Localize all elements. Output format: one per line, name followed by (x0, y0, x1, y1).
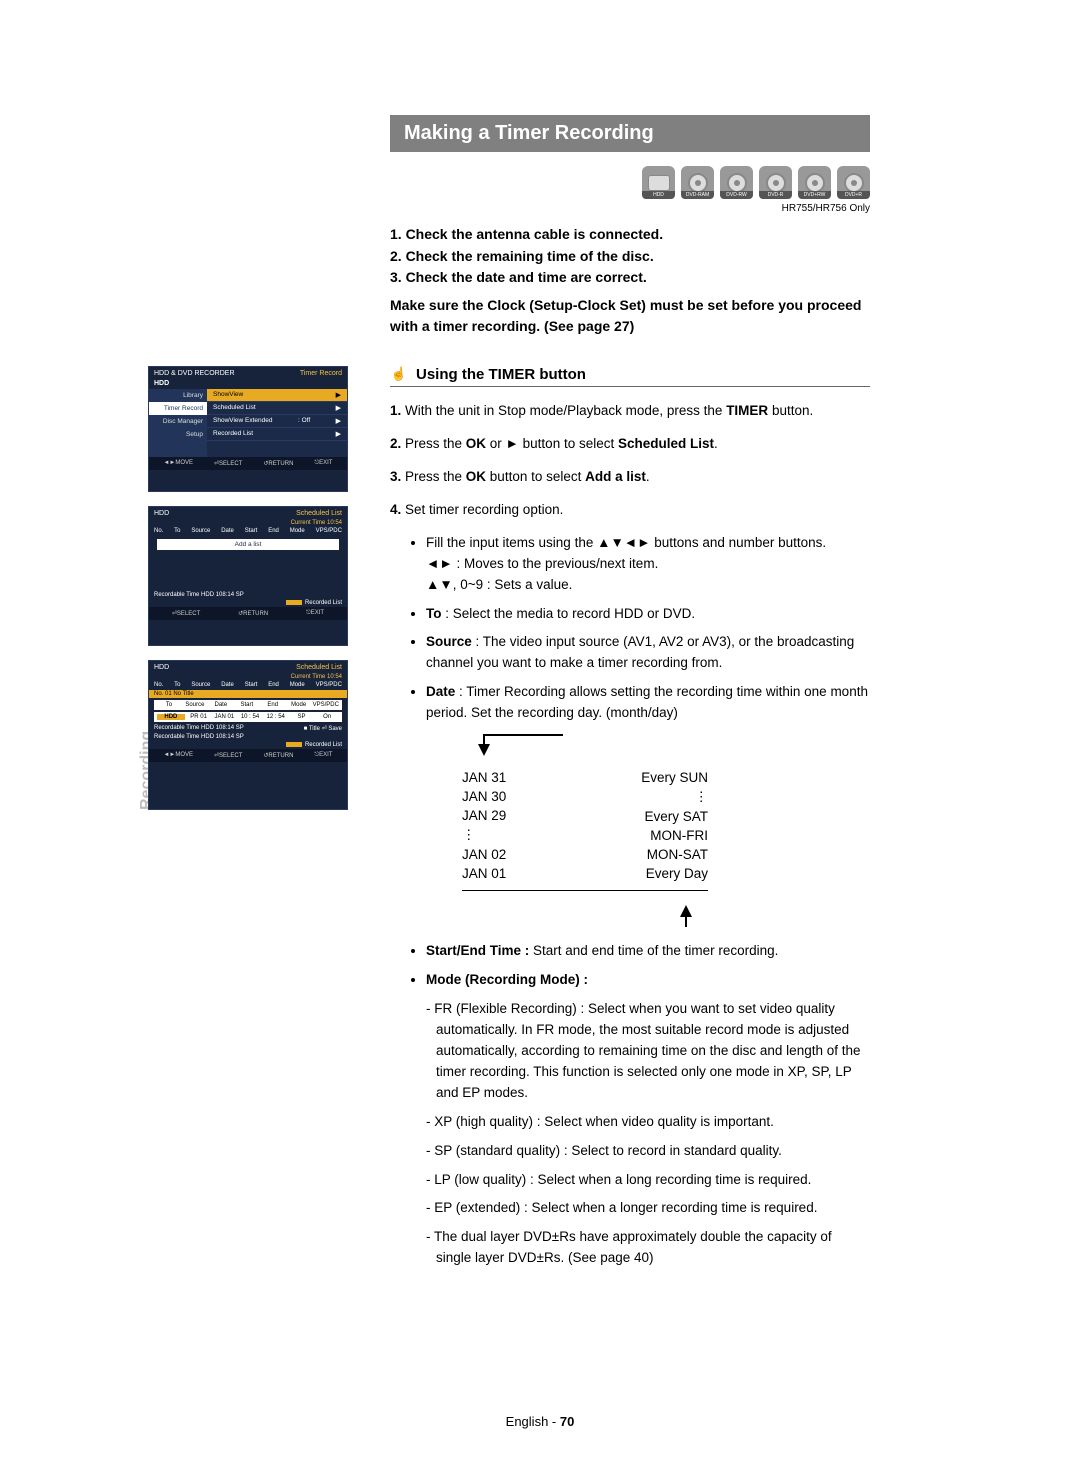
osd-item: Recorded List (213, 430, 253, 438)
dvd-plus-rw-icon: DVD+RW (798, 166, 831, 199)
osd-footer: ⏎SELECT↺RETURN⎋EXIT (149, 607, 347, 620)
check-item: 1. Check the antenna cable is connected. (390, 224, 870, 246)
osd-items: ShowView ▶ Scheduled List ▶ ShowView Exten… (207, 389, 347, 457)
osd-title-left: HDD & DVD RECORDER (154, 370, 235, 377)
osd-no-title: No. 01 No Title (149, 690, 347, 698)
mode-item: - XP (high quality) : Select when video … (426, 1112, 870, 1133)
osd-recorded-list: Recorded List (149, 741, 347, 749)
step-2: 2. Press the OK or ► button to select Sc… (390, 434, 870, 455)
bullet-mode: Mode (Recording Mode) : (426, 970, 870, 991)
check-item: 3. Check the date and time are correct. (390, 267, 870, 289)
osd-footer: ◄►MOVE⏎SELECT↺RETURN⎋EXIT (149, 749, 347, 762)
osd-item-value: : Off (298, 417, 310, 425)
bullet-fill: Fill the input items using the ▲▼◄► butt… (426, 533, 870, 596)
model-note: HR755/HR756 Only (390, 203, 870, 214)
bullet-start-end: Start/End Time : Start and end time of t… (426, 941, 870, 962)
mode-item: - FR (Flexible Recording) : Select when … (426, 999, 870, 1104)
subsection-title: Using the TIMER button (416, 366, 586, 383)
osd-nav: Library Timer Record Disc Manager Setup (149, 389, 207, 457)
date-right-column: Every SUN ⋮ Every SAT MON-FRI MON-SAT Ev… (641, 770, 708, 881)
media-icon-row: HDD DVD-RAM DVD-RW DVD-R DVD+RW DVD+R (390, 166, 870, 199)
osd-item: ShowView Extended (213, 417, 273, 425)
osd-title-right: Scheduled List (296, 510, 342, 517)
osd-title-right: Scheduled List (296, 664, 342, 671)
bullet-to: To : Select the media to record HDD or D… (426, 604, 870, 625)
dvd-plus-r-icon: DVD+R (837, 166, 870, 199)
osd-arrow-icon: ▶ (336, 391, 341, 399)
osd-edit-header: ToSourceDateStartEndModeVPS/PDC (154, 700, 342, 710)
bullet-source: Source : The video input source (AV1, AV… (426, 632, 870, 674)
date-left-column: JAN 31 JAN 30 JAN 29 ⋮ JAN 02 JAN 01 (462, 770, 506, 881)
osd-screenshot-scheduled-empty: HDDScheduled List Current Time 10:54 No.… (148, 506, 348, 646)
osd-screenshot-scheduled-edit: HDDScheduled List Current Time 10:54 No.… (148, 660, 348, 810)
date-selection-diagram: JAN 31 JAN 30 JAN 29 ⋮ JAN 02 JAN 01 Eve… (450, 744, 720, 917)
osd-recordable-time: Recordable Time HDD 108:14 SP (149, 733, 347, 741)
mode-item: - The dual layer DVD±Rs have approximate… (426, 1227, 870, 1269)
osd-add-list: Add a list (157, 539, 339, 550)
page-footer: English - 70 (0, 1414, 1080, 1429)
osd-nav-item: Setup (149, 428, 207, 441)
osd-recorded-list: Recorded List (149, 599, 347, 607)
osd-nav-item: Disc Manager (149, 415, 207, 428)
clock-warning: Make sure the Clock (Setup-Clock Set) mu… (390, 295, 870, 337)
osd-arrow-icon: ▶ (336, 417, 341, 425)
osd-nav-item: Library (149, 389, 207, 402)
step-4: 4. Set timer recording option. (390, 500, 870, 521)
osd-table-header: No.ToSourceDateStartEndModeVPS/PDC (149, 526, 347, 536)
mode-item: - SP (standard quality) : Select to reco… (426, 1141, 870, 1162)
osd-title-right: Timer Record (300, 370, 342, 377)
osd-edit-row: HDDPR 01JAN 0110 : 5412 : 54SPOn (154, 712, 342, 722)
osd-recordable-time: Recordable Time HDD 108:14 SP■ Title ⏎ S… (149, 724, 347, 733)
osd-arrow-icon: ▶ (336, 430, 341, 438)
dvd-ram-icon: DVD-RAM (681, 166, 714, 199)
osd-footer: ◄►MOVE⏎SELECT↺RETURN⎋EXIT (149, 457, 347, 470)
osd-nav-item: Timer Record (149, 402, 207, 415)
hdd-icon: HDD (642, 166, 675, 199)
osd-title-left: HDD (154, 510, 169, 517)
osd-screenshot-menu: HDD & DVD RECORDER Timer Record HDD Libra… (148, 366, 348, 492)
osd-item: Scheduled List (213, 404, 256, 412)
osd-item: ShowView (213, 391, 243, 399)
dvd-r-icon: DVD-R (759, 166, 792, 199)
mode-item: - EP (extended) : Select when a longer r… (426, 1198, 870, 1219)
osd-hdd-label: HDD (149, 380, 347, 389)
osd-title-left: HDD (154, 664, 169, 671)
prerequisite-checks: 1. Check the antenna cable is connected.… (390, 224, 870, 289)
osd-table-header: No.ToSourceDateStartEndModeVPS/PDC (149, 680, 347, 690)
subsection-heading: ☝ Using the TIMER button (390, 365, 870, 387)
mode-list: - FR (Flexible Recording) : Select when … (390, 999, 870, 1269)
osd-arrow-icon: ▶ (336, 404, 341, 412)
mode-item: - LP (low quality) : Select when a long … (426, 1170, 870, 1191)
dvd-rw-icon: DVD-RW (720, 166, 753, 199)
step-1: 1. With the unit in Stop mode/Playback m… (390, 401, 870, 422)
osd-recordable-time: Recordable Time HDD 108:14 SP (149, 591, 347, 599)
page-title: Making a Timer Recording (390, 115, 870, 152)
bullet-date: Date : Timer Recording allows setting th… (426, 682, 870, 724)
hand-icon: ☝ (390, 365, 408, 383)
check-item: 2. Check the remaining time of the disc. (390, 246, 870, 268)
step-3: 3. Press the OK button to select Add a l… (390, 467, 870, 488)
